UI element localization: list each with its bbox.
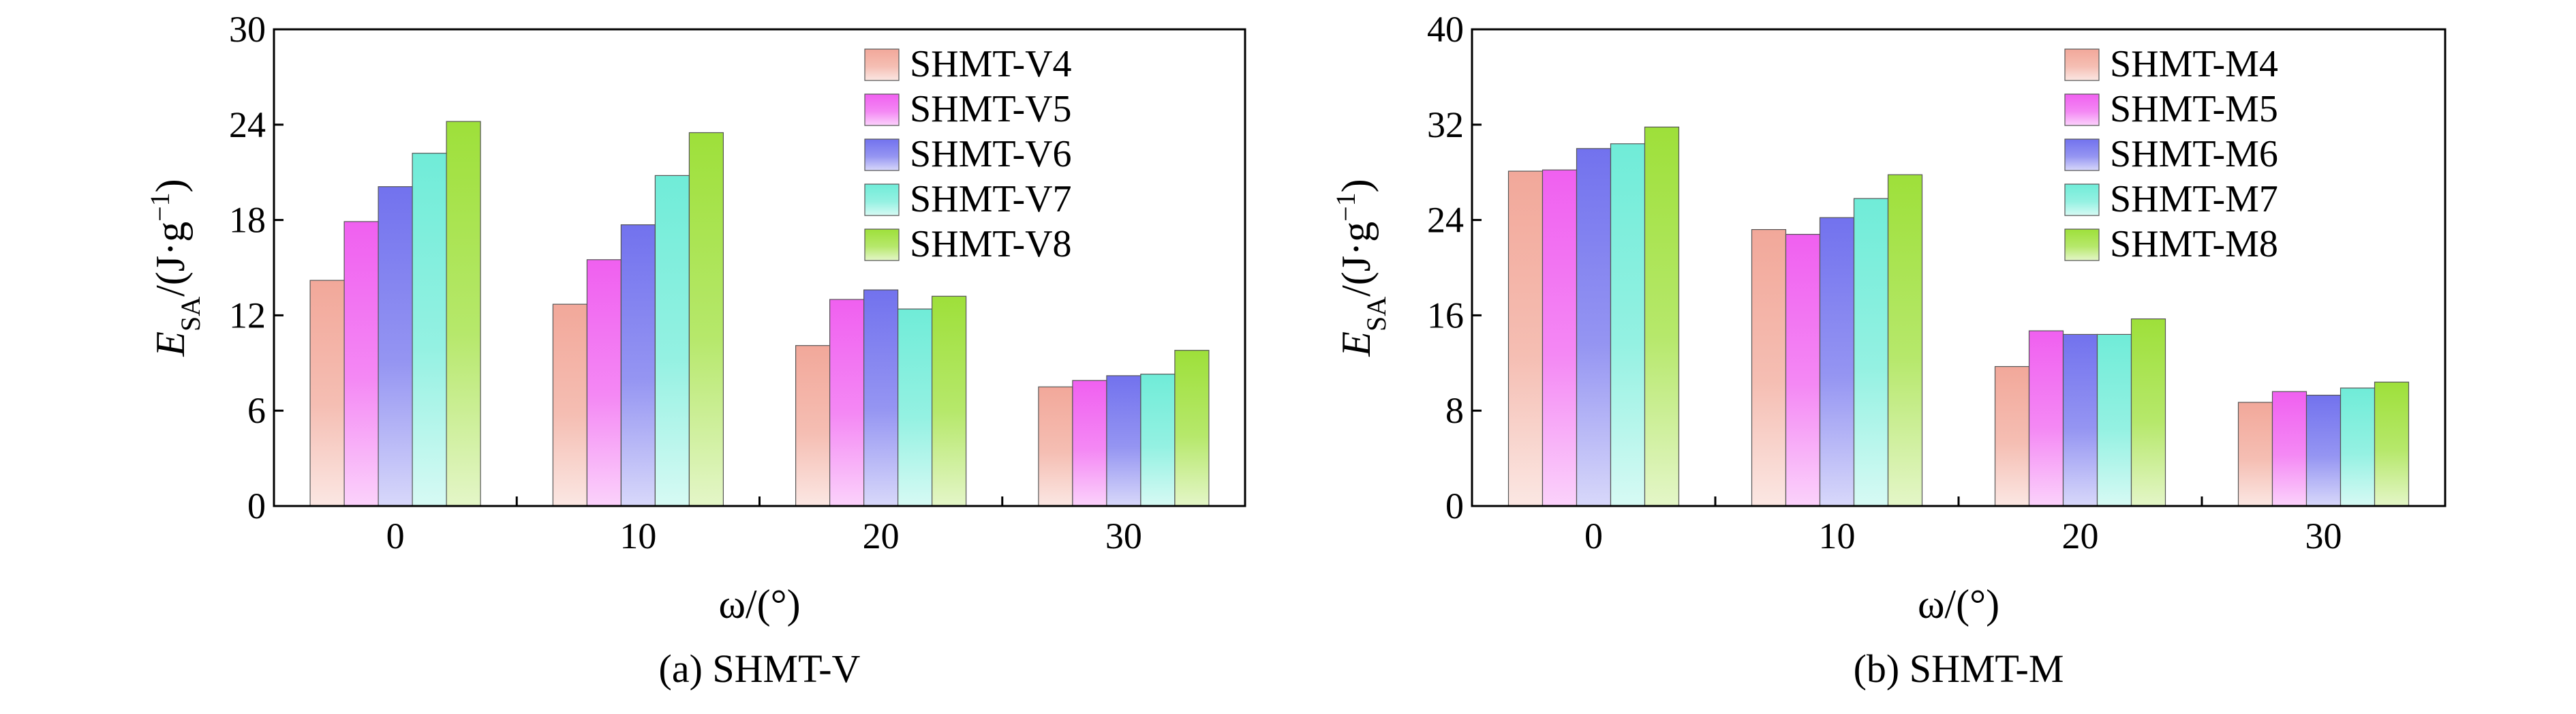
- legend-swatch-shmt-m6: [2064, 138, 2100, 171]
- legend-label-shmt-m8: SHMT-M8: [2110, 223, 2278, 265]
- y-tick-label: 0: [1445, 486, 1464, 526]
- legend-label-shmt-v7: SHMT-V7: [910, 178, 1072, 220]
- legend-swatch-shmt-m8: [2064, 228, 2100, 261]
- bar-shmt-v5-20: [829, 299, 865, 507]
- x-tick-label: 30: [1105, 516, 1142, 556]
- bar-shmt-m5-10: [1785, 234, 1821, 507]
- legend-swatch-shmt-v6: [864, 138, 900, 171]
- x-tick-label: 20: [863, 516, 900, 556]
- bar-shmt-m4-20: [1994, 366, 2030, 507]
- bar-shmt-m5-0: [1542, 169, 1578, 507]
- bar-shmt-m6-0: [1576, 148, 1612, 507]
- bar-shmt-v4-30: [1038, 386, 1073, 507]
- bar-shmt-m7-10: [1853, 198, 1889, 507]
- bar-shmt-v6-20: [863, 289, 899, 507]
- y-tick-label: 24: [229, 104, 266, 145]
- x-tick-label: 10: [619, 516, 656, 556]
- legend-label-shmt-m5: SHMT-M5: [2110, 88, 2278, 130]
- y-tick-label: 18: [229, 200, 266, 241]
- y-tick-label: 24: [1427, 200, 1464, 241]
- legend-label-shmt-m7: SHMT-M7: [2110, 178, 2278, 220]
- legend-label-shmt-v8: SHMT-V8: [910, 223, 1072, 265]
- legend-swatch-shmt-v8: [864, 228, 900, 261]
- bar-shmt-m8-30: [2374, 381, 2410, 507]
- y-tick-label: 0: [247, 486, 266, 526]
- bar-shmt-v6-30: [1106, 375, 1141, 507]
- legend-swatch-shmt-m7: [2064, 183, 2100, 216]
- bar-shmt-v8-20: [931, 295, 967, 507]
- legend-label-shmt-v5: SHMT-V5: [910, 88, 1072, 130]
- bar-shmt-v8-0: [446, 121, 481, 507]
- y-tick-label: 6: [247, 390, 266, 431]
- bar-shmt-v4-20: [795, 345, 831, 507]
- x-tick-label: 30: [2305, 516, 2342, 556]
- bar-shmt-m5-30: [2271, 391, 2307, 507]
- bar-shmt-v7-10: [654, 175, 690, 507]
- legend-label-shmt-m6: SHMT-M6: [2110, 133, 2278, 175]
- bar-shmt-m7-30: [2340, 387, 2376, 507]
- legend-label-shmt-m4: SHMT-M4: [2110, 43, 2278, 85]
- legend-swatch-shmt-v4: [864, 48, 900, 81]
- x-tick-label: 20: [2062, 516, 2099, 556]
- y-tick-label: 40: [1427, 9, 1464, 50]
- bar-shmt-v8-10: [688, 132, 724, 507]
- bar-shmt-v6-0: [378, 186, 413, 507]
- panel-caption: (b) SHMT-M: [1854, 646, 2064, 691]
- bar-shmt-v4-10: [552, 303, 588, 507]
- legend-swatch-shmt-v7: [864, 183, 900, 216]
- x-axis-label: ω/(°): [1918, 582, 1999, 627]
- bar-shmt-m6-20: [2062, 333, 2098, 507]
- bar-shmt-m5-20: [2028, 330, 2064, 507]
- chart-panel-b: 0 10 20 300816243240SHMT-M4SHMT-M5SHMT-M6SH…: [1330, 9, 2447, 691]
- chart-panel-a: 0 10 20 300612182430SHMT-V4SHMT-V5SHMT-V6SH…: [144, 9, 1246, 691]
- bar-shmt-v5-10: [586, 259, 622, 507]
- bar-shmt-m7-0: [1610, 143, 1646, 507]
- legend-swatch-shmt-m5: [2064, 93, 2100, 126]
- legend-swatch-shmt-m4: [2064, 48, 2100, 81]
- bar-shmt-m6-30: [2305, 394, 2342, 507]
- y-tick-label: 8: [1445, 390, 1464, 431]
- y-tick-label: 32: [1427, 104, 1464, 145]
- bar-shmt-m8-0: [1644, 126, 1680, 507]
- x-tick-label: 10: [1819, 516, 1856, 556]
- y-tick-label: 16: [1427, 295, 1464, 336]
- bar-shmt-m4-30: [2237, 402, 2273, 507]
- legend-label-shmt-v6: SHMT-V6: [910, 133, 1072, 175]
- bar-shmt-m8-10: [1887, 174, 1923, 507]
- bar-shmt-m4-10: [1751, 229, 1787, 507]
- x-axis-label: ω/(°): [718, 582, 800, 627]
- bar-shmt-m6-10: [1819, 217, 1855, 507]
- x-tick-label: 0: [1584, 516, 1603, 556]
- bar-shmt-v5-0: [343, 221, 379, 507]
- bar-shmt-m4-0: [1507, 170, 1544, 507]
- x-tick-label: 0: [386, 516, 405, 556]
- legend-swatch-shmt-v5: [864, 93, 900, 126]
- y-axis-label: ESA/(J·g−1): [144, 179, 206, 357]
- bar-shmt-v8-30: [1174, 350, 1210, 507]
- bar-shmt-v7-30: [1140, 373, 1176, 507]
- bar-shmt-v6-10: [620, 224, 656, 507]
- bar-shmt-v7-0: [412, 153, 447, 507]
- y-tick-label: 12: [229, 295, 266, 336]
- bar-shmt-v5-30: [1072, 380, 1107, 507]
- bar-shmt-m8-20: [2130, 318, 2166, 507]
- bar-shmt-v7-20: [897, 308, 933, 507]
- y-axis-label: ESA/(J·g−1): [1330, 179, 1392, 357]
- bar-shmt-m7-20: [2096, 333, 2132, 507]
- bar-shmt-v4-0: [309, 280, 345, 507]
- panel-caption: (a) SHMT-V: [659, 646, 861, 691]
- legend-label-shmt-v4: SHMT-V4: [910, 43, 1072, 85]
- y-tick-label: 30: [229, 9, 266, 50]
